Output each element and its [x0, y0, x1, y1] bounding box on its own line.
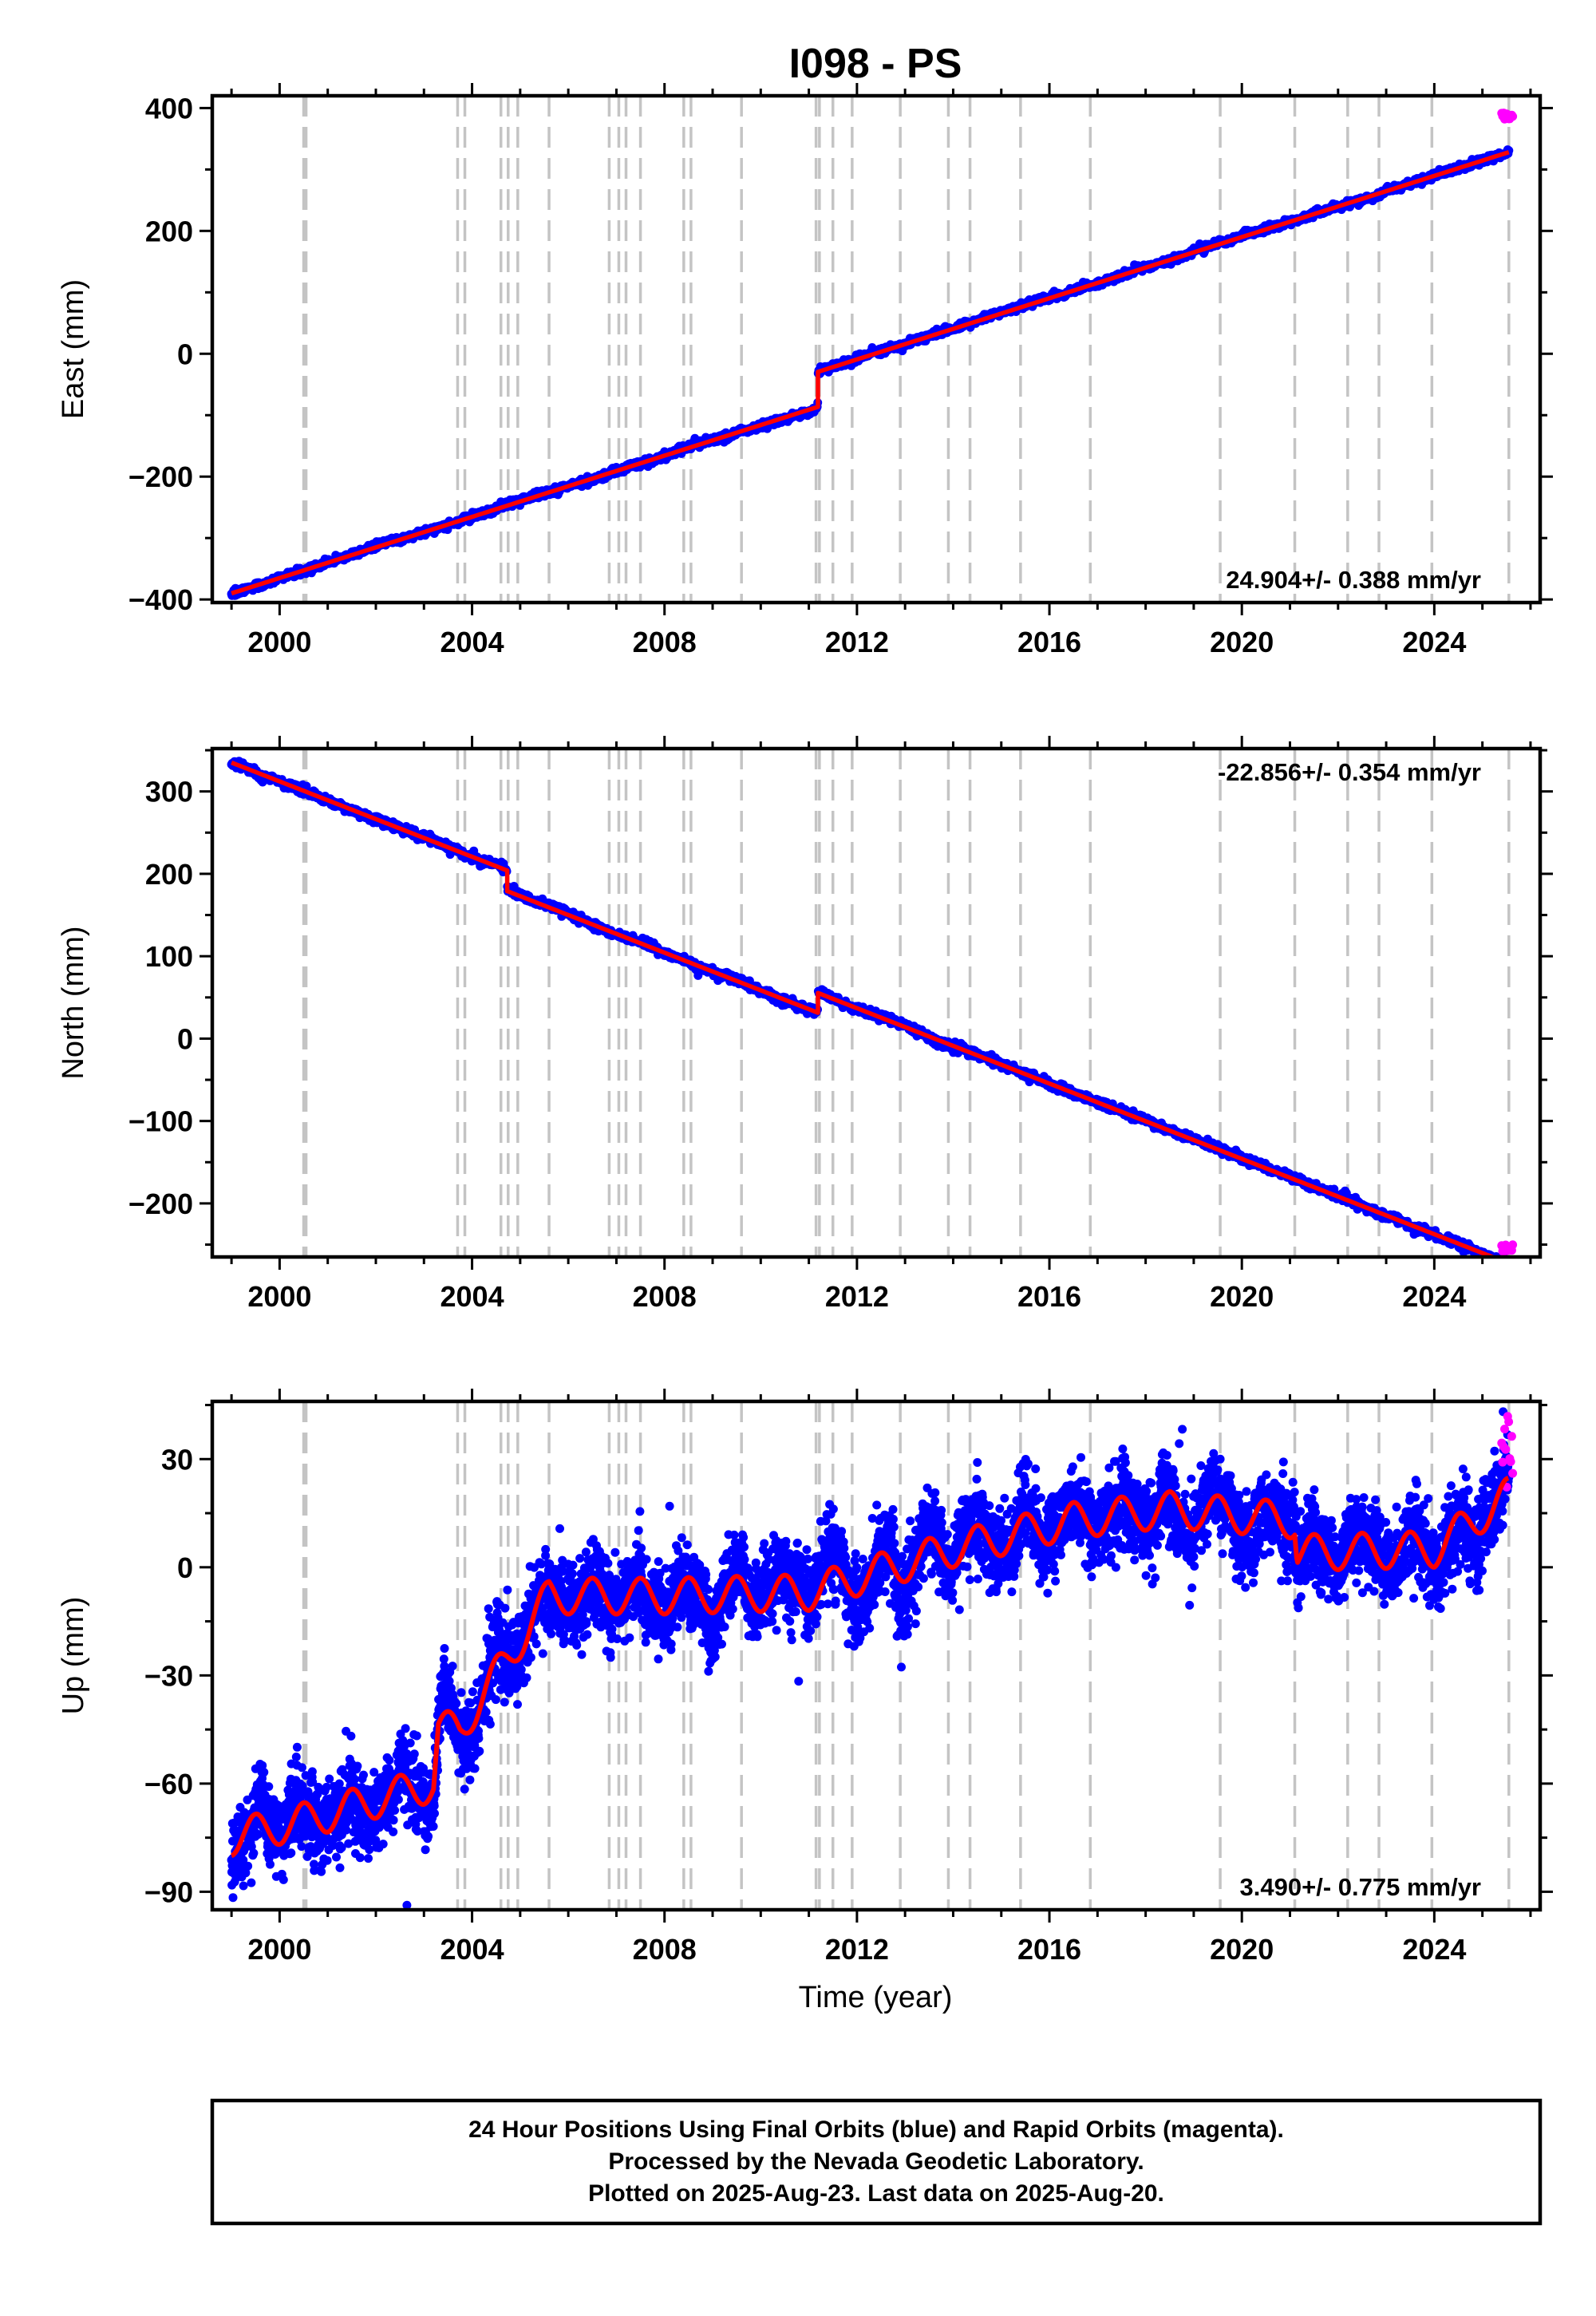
y-tick-label: 0 — [177, 1022, 193, 1055]
final-orbit-point — [264, 1782, 274, 1792]
final-orbit-point — [243, 1861, 253, 1871]
y-tick-label: −400 — [128, 583, 193, 616]
rapid-orbit-points — [1497, 1240, 1518, 1256]
final-orbit-point — [247, 1878, 256, 1887]
final-orbit-point — [1498, 1258, 1507, 1267]
panel-plot-area — [227, 1401, 1518, 1910]
y-axis-label: North (mm) — [57, 926, 90, 1079]
rapid-orbit-points — [1497, 109, 1518, 124]
final-orbit-point — [1503, 1261, 1511, 1270]
final-orbit-point — [1493, 1258, 1502, 1267]
final-orbit-point — [239, 1881, 248, 1891]
final-orbit-point — [259, 1768, 269, 1777]
y-tick-label: 200 — [145, 858, 193, 891]
final-orbit-point — [1503, 1259, 1512, 1267]
final-orbit-point — [1501, 1260, 1510, 1269]
panel-north: 2000 2004 2008 2012 2016 2020 2024 −200 −100 0 100… — [57, 736, 1553, 1313]
event-lines — [302, 1401, 1511, 1910]
x-tick-label: 2000 — [247, 626, 311, 658]
x-tick-label: 2020 — [1210, 626, 1274, 658]
y-axis-label: East (mm) — [57, 279, 90, 419]
figure-title: I098 - PS — [789, 41, 962, 87]
y-tick-label: 200 — [145, 215, 193, 247]
x-tick-label: 2024 — [1402, 626, 1466, 658]
x-axis: 2000 2004 2008 2012 2016 2020 2024 — [230, 736, 1532, 1313]
rapid-orbit-point — [1508, 112, 1518, 121]
x-axis: 2000 2004 2008 2012 2016 2020 2024 — [230, 83, 1532, 658]
x-tick-label: 2004 — [440, 626, 504, 658]
y-tick-label: −200 — [128, 460, 193, 493]
panel-frame — [210, 746, 1543, 1259]
final-orbit-point — [1502, 1258, 1511, 1267]
y-axis: −200 −100 0 100 200 300 — [128, 749, 1553, 1247]
x-tick-label: 2016 — [1017, 1280, 1081, 1313]
x-tick-label: 2012 — [825, 626, 889, 658]
final-orbit-point — [241, 1868, 251, 1878]
x-tick-label: 2016 — [1017, 626, 1081, 658]
x-tick-label: 2008 — [633, 626, 697, 658]
y-tick-label: −200 — [128, 1188, 193, 1220]
rate-label: -22.856+/- 0.354 mm/yr — [1218, 758, 1481, 786]
final-orbit-point — [228, 1893, 238, 1903]
x-tick-label: 2020 — [1210, 1280, 1274, 1313]
panel-plot-area — [227, 96, 1518, 603]
model-line — [231, 761, 1499, 1257]
y-tick-label: 0 — [177, 338, 193, 370]
y-tick-label: 100 — [145, 940, 193, 973]
final-orbit-point — [1503, 1258, 1512, 1267]
x-tick-label: 2004 — [440, 1280, 504, 1313]
rapid-orbit-point — [1508, 1240, 1518, 1250]
x-tick-label: 2000 — [247, 1280, 311, 1313]
model-line — [231, 150, 1510, 596]
y-tick-label: 300 — [145, 776, 193, 808]
final-orbit-point — [249, 1848, 259, 1858]
panel-east: 2000 2004 2008 2012 2016 2020 2024 −400 −200 0 200… — [57, 83, 1553, 658]
final-orbit-point — [1500, 1259, 1509, 1267]
panel-frame — [210, 93, 1543, 605]
y-axis: −400 −200 0 200 400 — [128, 92, 1553, 616]
panel-up: 2000 2004 2008 2012 2016 2020 2024−90−60−30030… — [57, 1389, 1553, 1966]
x-tick-label: 2012 — [825, 1280, 889, 1313]
rate-label: 24.904+/- 0.388 mm/yr — [1226, 566, 1481, 594]
panels: 2000 2004 2008 2012 2016 2020 2024−400−2000200… — [57, 83, 1553, 1966]
final-orbit-point — [1504, 1260, 1513, 1269]
final-orbit-point — [1491, 1258, 1499, 1267]
x-tick-label: 2024 — [1402, 1280, 1466, 1313]
panel-plot-area — [227, 749, 1518, 1270]
final-orbit-point — [266, 1860, 275, 1869]
event-lines — [302, 749, 1511, 1257]
y-tick-label: −100 — [128, 1105, 193, 1138]
x-tick-label: 2008 — [633, 1280, 697, 1313]
y-tick-label: 400 — [145, 92, 193, 124]
data-points — [227, 1407, 1514, 1910]
